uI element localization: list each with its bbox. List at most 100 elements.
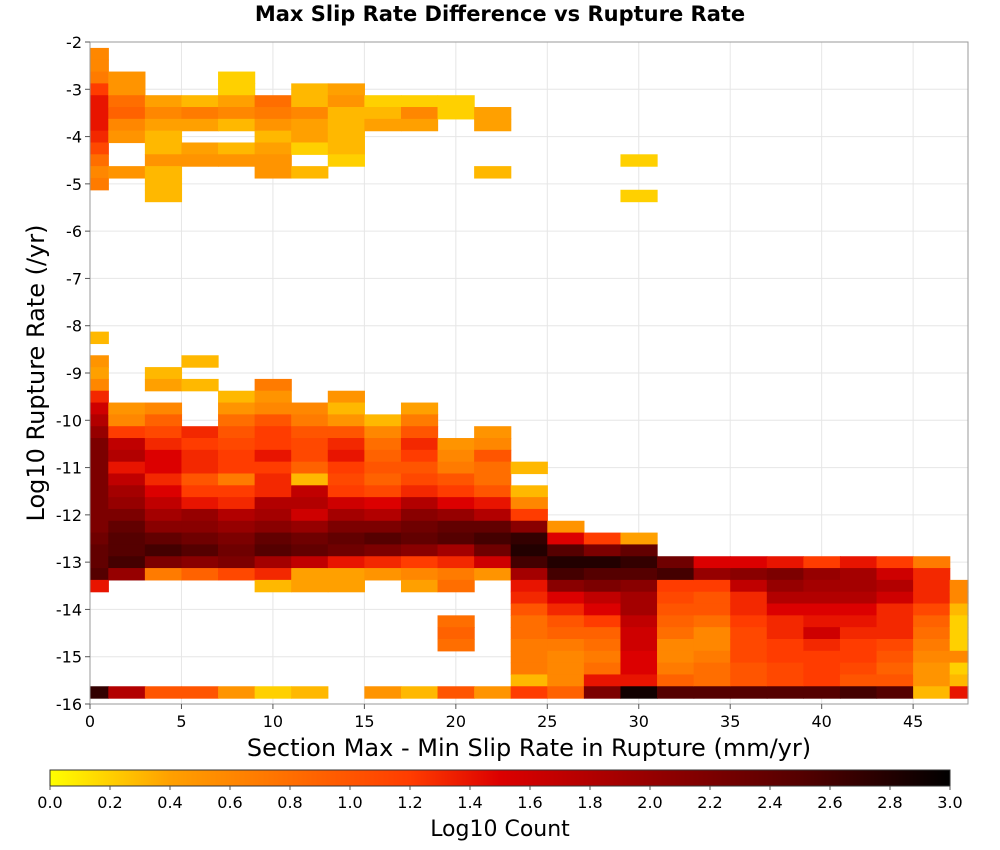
heatmap-cell (90, 508, 109, 522)
heatmap-cell (144, 130, 183, 144)
heatmap-cell (620, 579, 658, 593)
heatmap-cell (949, 603, 969, 616)
heatmap-cell (437, 461, 475, 475)
heatmap-cell (400, 473, 439, 486)
heatmap-cell (400, 568, 439, 581)
colorbar-tick-label: 0.6 (217, 793, 242, 812)
heatmap-cell (766, 627, 804, 640)
heatmap-cell (913, 568, 951, 581)
heatmap-cell (400, 461, 439, 475)
heatmap-cell (876, 603, 914, 616)
heatmap-cell (108, 532, 146, 546)
heatmap-cell (547, 627, 585, 640)
x-tick-label: 35 (720, 712, 740, 731)
heatmap-cell (108, 497, 146, 510)
heatmap-cell (327, 497, 365, 510)
heatmap-cell (474, 461, 512, 475)
heatmap-cell (327, 107, 365, 120)
heatmap-cell (510, 544, 548, 557)
heatmap-cell (181, 497, 219, 510)
heatmap-cell (437, 473, 475, 486)
heatmap-cell (437, 544, 475, 557)
heatmap-cell (218, 71, 256, 84)
heatmap-cell (510, 508, 548, 522)
heatmap-cell (547, 579, 585, 593)
heatmap-cell (620, 638, 658, 652)
heatmap-cell (949, 674, 969, 687)
heatmap-cell (913, 686, 951, 699)
heatmap-cell (583, 674, 622, 687)
heatmap-cell (144, 449, 183, 463)
colorbar-tick-label: 0.0 (37, 793, 62, 812)
heatmap-cell (583, 662, 622, 676)
heatmap-cell (327, 461, 365, 475)
x-tick-label: 20 (446, 712, 466, 731)
heatmap-cell (144, 461, 183, 475)
heatmap-cell (108, 402, 146, 415)
heatmap-cell (364, 485, 402, 498)
heatmap-cell (400, 579, 439, 593)
heatmap-cell (218, 426, 256, 439)
heatmap-cell (90, 142, 109, 155)
heatmap-cell (144, 166, 183, 179)
heatmap-cell (876, 556, 914, 569)
heatmap-cell (364, 568, 402, 581)
heatmap-cell (657, 568, 695, 581)
y-tick-label: -7 (66, 269, 82, 288)
heatmap-cell (90, 461, 109, 475)
heatmap-cell (620, 544, 658, 557)
colorbar-tick-label: 0.4 (157, 793, 182, 812)
heatmap-cell (364, 95, 402, 108)
heatmap-cell (364, 473, 402, 486)
heatmap-cell (510, 650, 548, 664)
heatmap-cell (437, 485, 475, 498)
y-tick-label: -10 (56, 411, 82, 430)
heatmap-cell (474, 568, 512, 581)
heatmap-cell (254, 686, 292, 699)
heatmap-cell (437, 508, 475, 522)
heatmap-cell (108, 556, 146, 569)
heatmap-cell (913, 615, 951, 628)
x-tick-label: 15 (354, 712, 374, 731)
heatmap-cell (583, 627, 622, 640)
heatmap-cell (218, 497, 256, 510)
heatmap-cell (693, 568, 731, 581)
heatmap-cell (218, 83, 256, 96)
heatmap-cell (254, 118, 292, 132)
heatmap-cell (90, 166, 109, 179)
heatmap-cell (876, 615, 914, 628)
heatmap-cell (474, 485, 512, 498)
heatmap-cell (90, 390, 109, 404)
heatmap-cell (730, 579, 768, 593)
heatmap-cell (657, 662, 695, 676)
heatmap-cell (510, 461, 548, 475)
heatmap-cell (327, 414, 365, 427)
heatmap-cell (400, 520, 439, 534)
heatmap-cell (839, 650, 878, 664)
heatmap-cell (400, 426, 439, 439)
heatmap-cell (913, 662, 951, 676)
heatmap-cell (510, 615, 548, 628)
heatmap-cell (108, 544, 146, 557)
heatmap-cell (254, 107, 292, 120)
heatmap-cell (90, 438, 109, 451)
heatmap-cell (620, 591, 658, 605)
colorbar-tick-label: 2.8 (877, 793, 902, 812)
heatmap-cell (547, 544, 585, 557)
heatmap-cell (218, 438, 256, 451)
heatmap-cell (949, 615, 969, 628)
heatmap-cell (291, 508, 329, 522)
heatmap-cell (90, 556, 109, 569)
heatmap-cell (144, 568, 183, 581)
heatmap-cell (90, 355, 109, 368)
heatmap-cell (620, 686, 658, 699)
heatmap-cell (291, 107, 329, 120)
heatmap-cell (218, 485, 256, 498)
heatmap-cell (254, 532, 292, 546)
heatmap-cell (144, 473, 183, 486)
heatmap-cell (327, 95, 365, 108)
heatmap-cell (730, 686, 768, 699)
heatmap-cell (839, 568, 878, 581)
heatmap-cell (144, 438, 183, 451)
